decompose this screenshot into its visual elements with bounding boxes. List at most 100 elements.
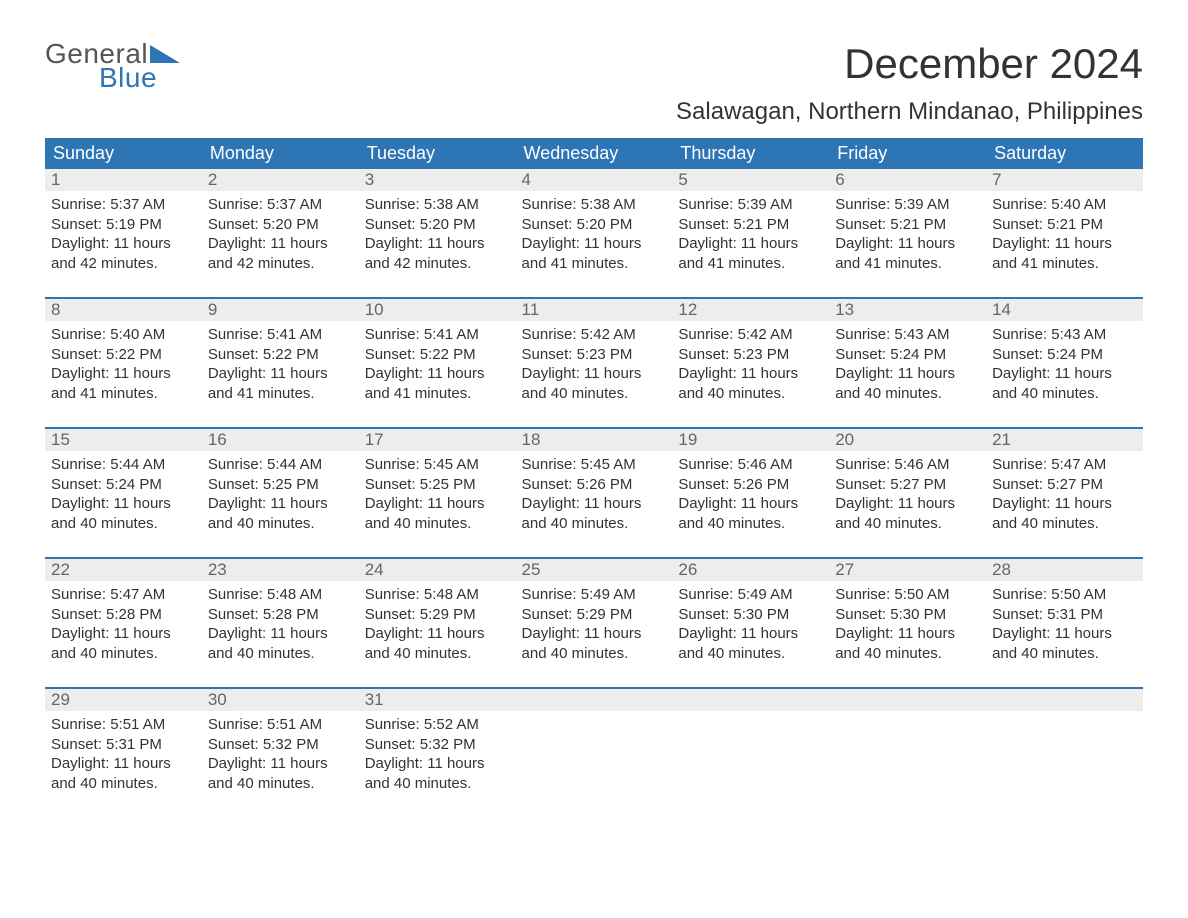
daylight-text-2: and 40 minutes. (51, 514, 196, 534)
daylight-text-2: and 40 minutes. (51, 644, 196, 664)
sunset-text: Sunset: 5:21 PM (992, 215, 1137, 235)
daylight-text-2: and 40 minutes. (992, 644, 1137, 664)
day-number: 14 (986, 298, 1143, 321)
day-number: 10 (359, 298, 516, 321)
day-cell: Sunrise: 5:45 AMSunset: 5:26 PMDaylight:… (516, 451, 673, 558)
brand-word2: Blue (99, 64, 180, 92)
sunset-text: Sunset: 5:27 PM (992, 475, 1137, 495)
daylight-text-1: Daylight: 11 hours (992, 624, 1137, 644)
daylight-text-2: and 40 minutes. (678, 644, 823, 664)
sunset-text: Sunset: 5:23 PM (522, 345, 667, 365)
daylight-text-1: Daylight: 11 hours (51, 234, 196, 254)
day-number: 20 (829, 428, 986, 451)
daylight-text-1: Daylight: 11 hours (522, 494, 667, 514)
sunset-text: Sunset: 5:31 PM (992, 605, 1137, 625)
day-number: 31 (359, 688, 516, 711)
daylight-text-1: Daylight: 11 hours (208, 624, 353, 644)
daylight-text-1: Daylight: 11 hours (992, 494, 1137, 514)
day-cell: Sunrise: 5:48 AMSunset: 5:28 PMDaylight:… (202, 581, 359, 688)
page-subtitle: Salawagan, Northern Mindanao, Philippine… (45, 98, 1143, 126)
sunrise-text: Sunrise: 5:46 AM (835, 455, 980, 475)
sunrise-text: Sunrise: 5:40 AM (992, 195, 1137, 215)
day-number: 7 (986, 169, 1143, 191)
sunrise-text: Sunrise: 5:41 AM (208, 325, 353, 345)
day-body-row: Sunrise: 5:40 AM Sunset: 5:22 PM Daylight:… (45, 321, 1143, 428)
day-number: 12 (672, 298, 829, 321)
day-cell: Sunrise: 5:42 AMSunset: 5:23 PMDaylight:… (516, 321, 673, 428)
sunset-text: Sunset: 5:28 PM (51, 605, 196, 625)
daylight-text-1: Daylight: 11 hours (522, 364, 667, 384)
daylight-text-2: and 40 minutes. (522, 514, 667, 534)
day-number (672, 688, 829, 711)
sunrise-text: Sunrise: 5:39 AM (678, 195, 823, 215)
day-number: 24 (359, 558, 516, 581)
daylight-text-1: Daylight: 11 hours (835, 624, 980, 644)
day-body-row: Sunrise: 5:44 AMSunset: 5:24 PMDaylight:… (45, 451, 1143, 558)
sunrise-text: Sunrise: 5:43 AM (992, 325, 1137, 345)
sunset-text: Sunset: 5:24 PM (992, 345, 1137, 365)
day-cell: Sunrise: 5:51 AMSunset: 5:31 PMDaylight:… (45, 711, 202, 817)
daylight-text-2: and 42 minutes. (51, 254, 196, 274)
day-cell: Sunrise: 5:38 AMSunset: 5:20 PMDaylight:… (359, 191, 516, 298)
day-cell: Sunrise: 5:50 AMSunset: 5:31 PMDaylight:… (986, 581, 1143, 688)
sunrise-text: Sunrise: 5:49 AM (678, 585, 823, 605)
daylight-text-2: and 41 minutes. (51, 384, 196, 404)
day-header: Saturday (986, 138, 1143, 169)
day-header: Monday (202, 138, 359, 169)
sunset-text: Sunset: 5:20 PM (365, 215, 510, 235)
sunset-text: Sunset: 5:21 PM (678, 215, 823, 235)
daylight-text-2: and 41 minutes. (208, 384, 353, 404)
daylight-text-2: and 40 minutes. (835, 384, 980, 404)
daylight-text-2: and 40 minutes. (992, 514, 1137, 534)
sunset-text: Sunset: 5:25 PM (208, 475, 353, 495)
sunrise-text: Sunrise: 5:44 AM (51, 455, 196, 475)
daylight-text-1: Daylight: 11 hours (51, 364, 196, 384)
daylight-text-1: Daylight: 11 hours (208, 494, 353, 514)
sunrise-text: Sunrise: 5:42 AM (522, 325, 667, 345)
day-number (829, 688, 986, 711)
day-cell: Sunrise: 5:46 AMSunset: 5:27 PMDaylight:… (829, 451, 986, 558)
daylight-text-2: and 41 minutes. (365, 384, 510, 404)
daylight-text-1: Daylight: 11 hours (678, 234, 823, 254)
brand-logo: General Blue (45, 40, 180, 92)
daylight-text-2: and 40 minutes. (51, 774, 196, 794)
sunrise-text: Sunrise: 5:44 AM (208, 455, 353, 475)
day-cell (829, 711, 986, 817)
day-num-row: 29 30 31 (45, 688, 1143, 711)
day-number: 17 (359, 428, 516, 451)
day-number (516, 688, 673, 711)
sunset-text: Sunset: 5:30 PM (835, 605, 980, 625)
sunrise-text: Sunrise: 5:40 AM (51, 325, 196, 345)
day-number: 5 (672, 169, 829, 191)
day-header: Thursday (672, 138, 829, 169)
daylight-text-2: and 40 minutes. (208, 774, 353, 794)
sunrise-text: Sunrise: 5:51 AM (51, 715, 196, 735)
sunrise-text: Sunrise: 5:41 AM (365, 325, 510, 345)
daylight-text-1: Daylight: 11 hours (208, 364, 353, 384)
daylight-text-1: Daylight: 11 hours (51, 624, 196, 644)
day-cell: Sunrise: 5:44 AMSunset: 5:25 PMDaylight:… (202, 451, 359, 558)
day-number: 13 (829, 298, 986, 321)
daylight-text-2: and 40 minutes. (678, 384, 823, 404)
daylight-text-1: Daylight: 11 hours (992, 234, 1137, 254)
sunset-text: Sunset: 5:22 PM (365, 345, 510, 365)
day-cell: Sunrise: 5:40 AMSunset: 5:21 PMDaylight:… (986, 191, 1143, 298)
daylight-text-2: and 40 minutes. (365, 514, 510, 534)
day-cell (672, 711, 829, 817)
day-cell: Sunrise: 5:45 AMSunset: 5:25 PMDaylight:… (359, 451, 516, 558)
day-cell: Sunrise: 5:46 AMSunset: 5:26 PMDaylight:… (672, 451, 829, 558)
sunset-text: Sunset: 5:23 PM (678, 345, 823, 365)
day-number: 3 (359, 169, 516, 191)
day-cell: Sunrise: 5:51 AMSunset: 5:32 PMDaylight:… (202, 711, 359, 817)
day-number (986, 688, 1143, 711)
daylight-text-1: Daylight: 11 hours (51, 754, 196, 774)
daylight-text-1: Daylight: 11 hours (678, 624, 823, 644)
sunset-text: Sunset: 5:30 PM (678, 605, 823, 625)
daylight-text-1: Daylight: 11 hours (365, 234, 510, 254)
day-cell: Sunrise: 5:43 AMSunset: 5:24 PMDaylight:… (986, 321, 1143, 428)
day-cell: Sunrise: 5:40 AMSunset: 5:22 PMDaylight:… (45, 321, 202, 428)
day-cell: Sunrise: 5:47 AMSunset: 5:28 PMDaylight:… (45, 581, 202, 688)
sunset-text: Sunset: 5:26 PM (678, 475, 823, 495)
sunset-text: Sunset: 5:19 PM (51, 215, 196, 235)
day-cell: Sunrise: 5:37 AMSunset: 5:20 PMDaylight:… (202, 191, 359, 298)
